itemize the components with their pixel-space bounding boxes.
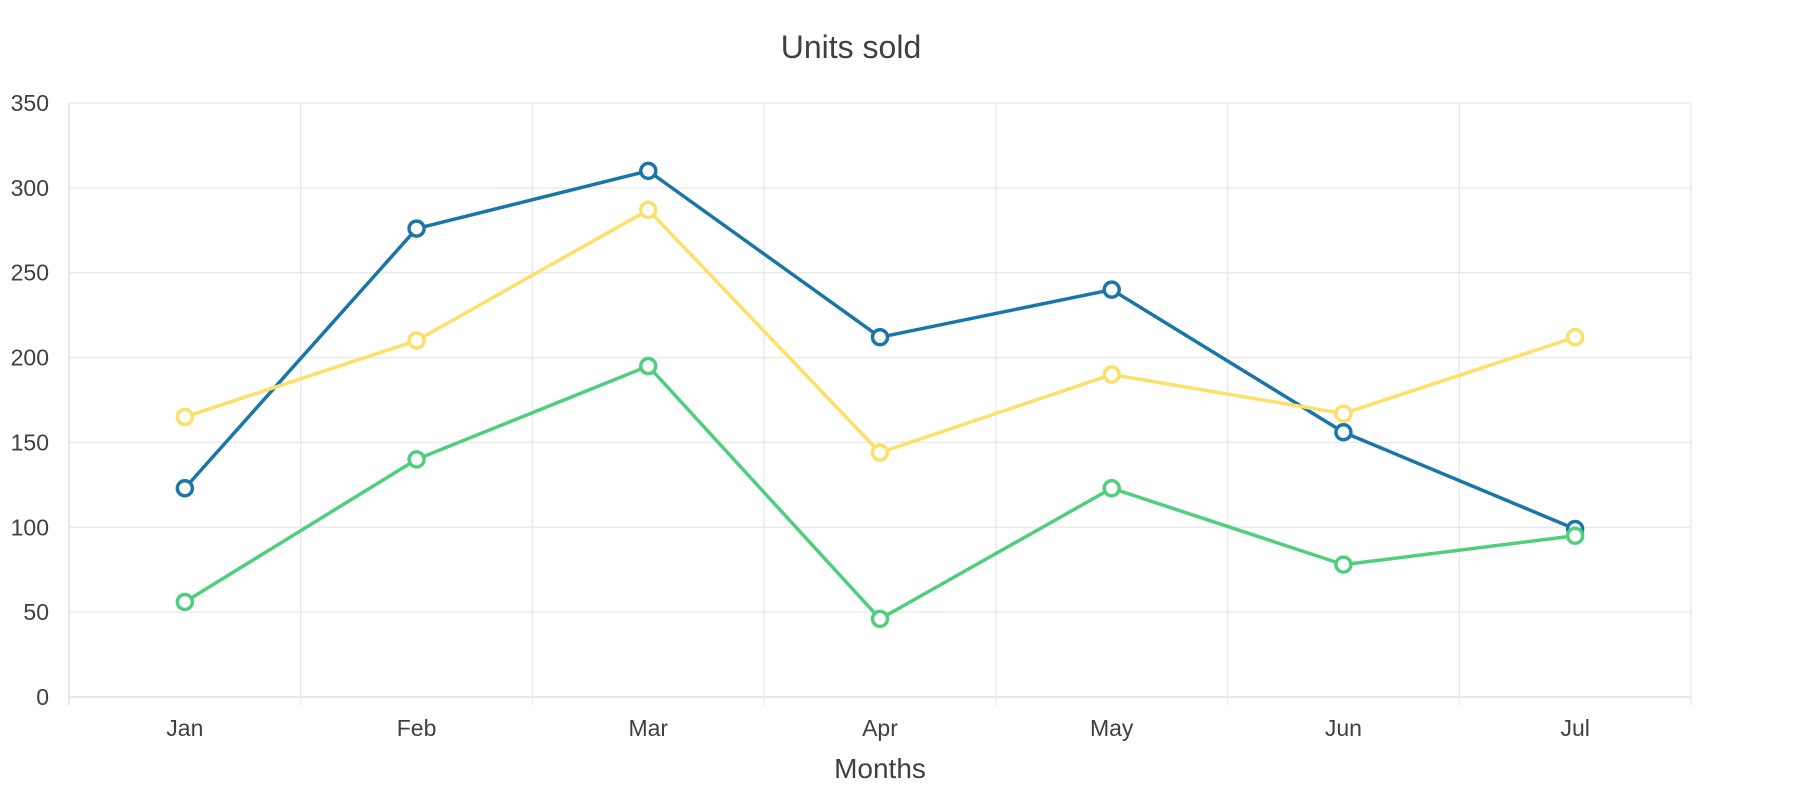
data-point[interactable] bbox=[1334, 422, 1353, 442]
series-line bbox=[183, 364, 1577, 621]
y-tick-label: 150 bbox=[11, 429, 49, 455]
data-point[interactable] bbox=[1565, 327, 1585, 347]
data-point[interactable] bbox=[407, 450, 426, 469]
y-axis-tick-labels: 0 50 100 150 200 250 300 350 bbox=[11, 90, 49, 710]
y-tick-label: 300 bbox=[11, 175, 49, 201]
data-point[interactable] bbox=[870, 443, 890, 462]
x-axis-title: Months bbox=[834, 753, 926, 784]
data-point[interactable] bbox=[1334, 555, 1353, 574]
x-tick-label: Apr bbox=[862, 715, 898, 741]
data-point[interactable] bbox=[1102, 280, 1121, 299]
data-point[interactable] bbox=[1102, 365, 1121, 384]
data-point[interactable] bbox=[870, 609, 890, 629]
y-tick-label: 200 bbox=[11, 345, 49, 371]
x-tick-label: Jan bbox=[166, 715, 203, 741]
data-point[interactable] bbox=[407, 331, 426, 350]
series-3 bbox=[175, 356, 1585, 629]
x-tick-label: Feb bbox=[397, 715, 437, 741]
data-point[interactable] bbox=[639, 161, 658, 181]
data-point[interactable] bbox=[407, 219, 426, 238]
data-point[interactable] bbox=[175, 407, 195, 427]
series-2 bbox=[175, 200, 1585, 462]
data-point[interactable] bbox=[639, 200, 658, 220]
grid-lines bbox=[68, 102, 1692, 705]
x-tick-label: Jul bbox=[1560, 715, 1589, 741]
x-tick-label: Mar bbox=[628, 715, 668, 741]
data-point[interactable] bbox=[870, 327, 890, 347]
data-point[interactable] bbox=[175, 592, 195, 612]
x-tick-label: Jun bbox=[1325, 715, 1362, 741]
data-point[interactable] bbox=[1334, 404, 1353, 423]
data-point[interactable] bbox=[1565, 526, 1585, 546]
y-tick-label: 350 bbox=[11, 90, 49, 116]
chart-title: Units sold bbox=[781, 29, 922, 65]
series-layer bbox=[175, 161, 1585, 629]
y-tick-label: 50 bbox=[23, 599, 49, 625]
y-tick-label: 0 bbox=[36, 684, 49, 710]
y-tick-label: 100 bbox=[11, 514, 49, 540]
data-point[interactable] bbox=[175, 479, 195, 498]
y-tick-label: 250 bbox=[11, 260, 49, 286]
data-point[interactable] bbox=[639, 356, 658, 376]
data-point[interactable] bbox=[1102, 479, 1121, 498]
x-tick-label: May bbox=[1090, 715, 1134, 741]
x-axis-tick-labels: Jan Feb Mar Apr May Jun Jul bbox=[166, 715, 1590, 741]
